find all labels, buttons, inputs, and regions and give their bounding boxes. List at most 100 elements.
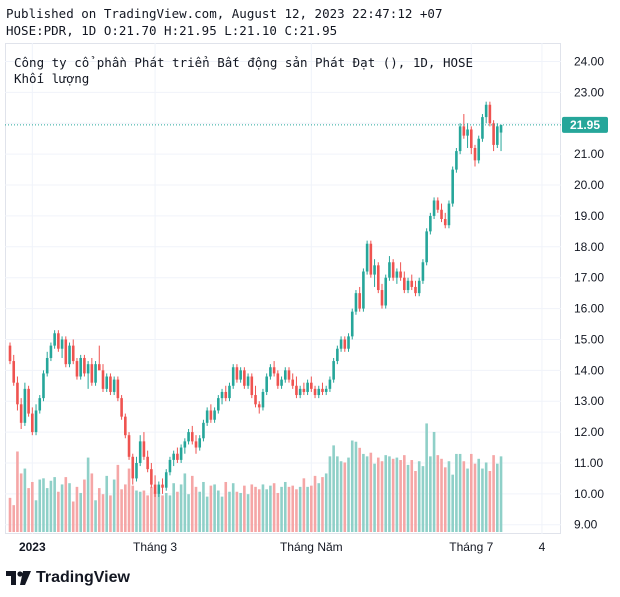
- candle: [164, 469, 168, 491]
- candle: [194, 435, 198, 454]
- volume-bar: [265, 489, 268, 532]
- candle: [373, 259, 376, 287]
- volume-bar: [321, 477, 324, 532]
- candle: [324, 385, 328, 396]
- volume-bar: [306, 486, 309, 532]
- volume-bar: [384, 455, 388, 532]
- volume-bar: [399, 460, 402, 532]
- price-tick-label: 23.00: [574, 85, 604, 99]
- volume-bar: [131, 485, 135, 532]
- volume-bar: [455, 453, 458, 532]
- volume-bar: [269, 485, 272, 532]
- volume-bar: [462, 461, 466, 532]
- footer[interactable]: TradingView: [6, 568, 130, 588]
- candle: [350, 308, 354, 340]
- candle: [68, 342, 71, 368]
- volume-bar: [202, 481, 205, 532]
- volume-bar: [127, 468, 131, 532]
- candle: [235, 364, 239, 383]
- candle: [488, 101, 492, 127]
- brand-name: TradingView: [36, 569, 130, 586]
- volume-bar: [496, 463, 499, 532]
- candle: [287, 367, 291, 383]
- candle: [302, 382, 306, 396]
- candle: [336, 345, 339, 365]
- volume-bar: [205, 496, 209, 532]
- volume-bar: [146, 495, 149, 532]
- volume-bar: [142, 490, 146, 532]
- candle: [410, 274, 414, 291]
- candle: [217, 395, 220, 414]
- volume-bar: [261, 484, 265, 532]
- candle: [127, 432, 131, 460]
- volume-bar: [466, 468, 469, 532]
- volume-bar: [481, 468, 484, 532]
- candle: [138, 435, 142, 467]
- volume-bar: [68, 483, 71, 532]
- candle: [362, 268, 365, 312]
- volume-bar: [164, 492, 168, 532]
- volume-bar: [332, 445, 335, 532]
- candle: [313, 385, 317, 399]
- price-tick-label: 12.00: [574, 425, 604, 439]
- candle: [131, 453, 135, 485]
- volume-bar: [172, 483, 175, 532]
- candle: [220, 388, 224, 405]
- candle: [365, 240, 369, 275]
- candle: [429, 212, 432, 235]
- volume-bar: [90, 473, 94, 532]
- candle: [64, 336, 68, 368]
- candle: [187, 429, 190, 445]
- volume-bar: [101, 494, 105, 532]
- volume-bar: [94, 500, 97, 532]
- candle: [231, 364, 235, 389]
- candle: [280, 376, 283, 389]
- candle: [228, 382, 231, 402]
- candle: [332, 357, 335, 383]
- candle: [239, 367, 242, 383]
- volume-bar: [328, 456, 332, 532]
- candle: [321, 382, 324, 396]
- candle: [142, 432, 146, 460]
- volume-bar: [343, 462, 347, 532]
- candle: [49, 342, 53, 362]
- candle: [45, 351, 49, 377]
- volume-bar: [176, 491, 179, 532]
- volume-bar: [473, 463, 477, 532]
- candle: [86, 361, 90, 389]
- candle: [250, 373, 254, 399]
- candles: [8, 101, 503, 497]
- volume-bar: [60, 484, 64, 532]
- candle: [403, 271, 406, 294]
- volume-bar: [12, 505, 16, 532]
- volume-bar: [443, 467, 447, 532]
- chart-frame: [5, 43, 561, 534]
- candle: [298, 385, 302, 399]
- volume-bar: [354, 441, 358, 532]
- candle: [414, 280, 417, 297]
- time-tick-label: 4: [539, 540, 546, 554]
- candle: [146, 450, 149, 473]
- volume-bar: [488, 471, 492, 532]
- candle: [79, 354, 82, 380]
- candle: [269, 364, 272, 380]
- candle: [105, 373, 109, 392]
- candle: [384, 274, 388, 309]
- volume-bar: [291, 485, 295, 532]
- volume-bar: [440, 458, 443, 532]
- volume-bar: [190, 475, 194, 532]
- candle: [246, 373, 250, 389]
- price-tick-label: 19.00: [574, 209, 604, 223]
- candle: [391, 259, 395, 281]
- volume-bar: [64, 477, 68, 532]
- candle: [153, 475, 157, 497]
- volume-bar: [83, 479, 86, 532]
- volume-bar: [19, 473, 23, 532]
- last-price-marker: 21.95: [5, 116, 608, 133]
- volume-bar: [339, 461, 343, 532]
- candle: [473, 144, 477, 167]
- volume-bar: [198, 491, 202, 532]
- volume-bar: [310, 485, 313, 532]
- candle: [209, 404, 213, 423]
